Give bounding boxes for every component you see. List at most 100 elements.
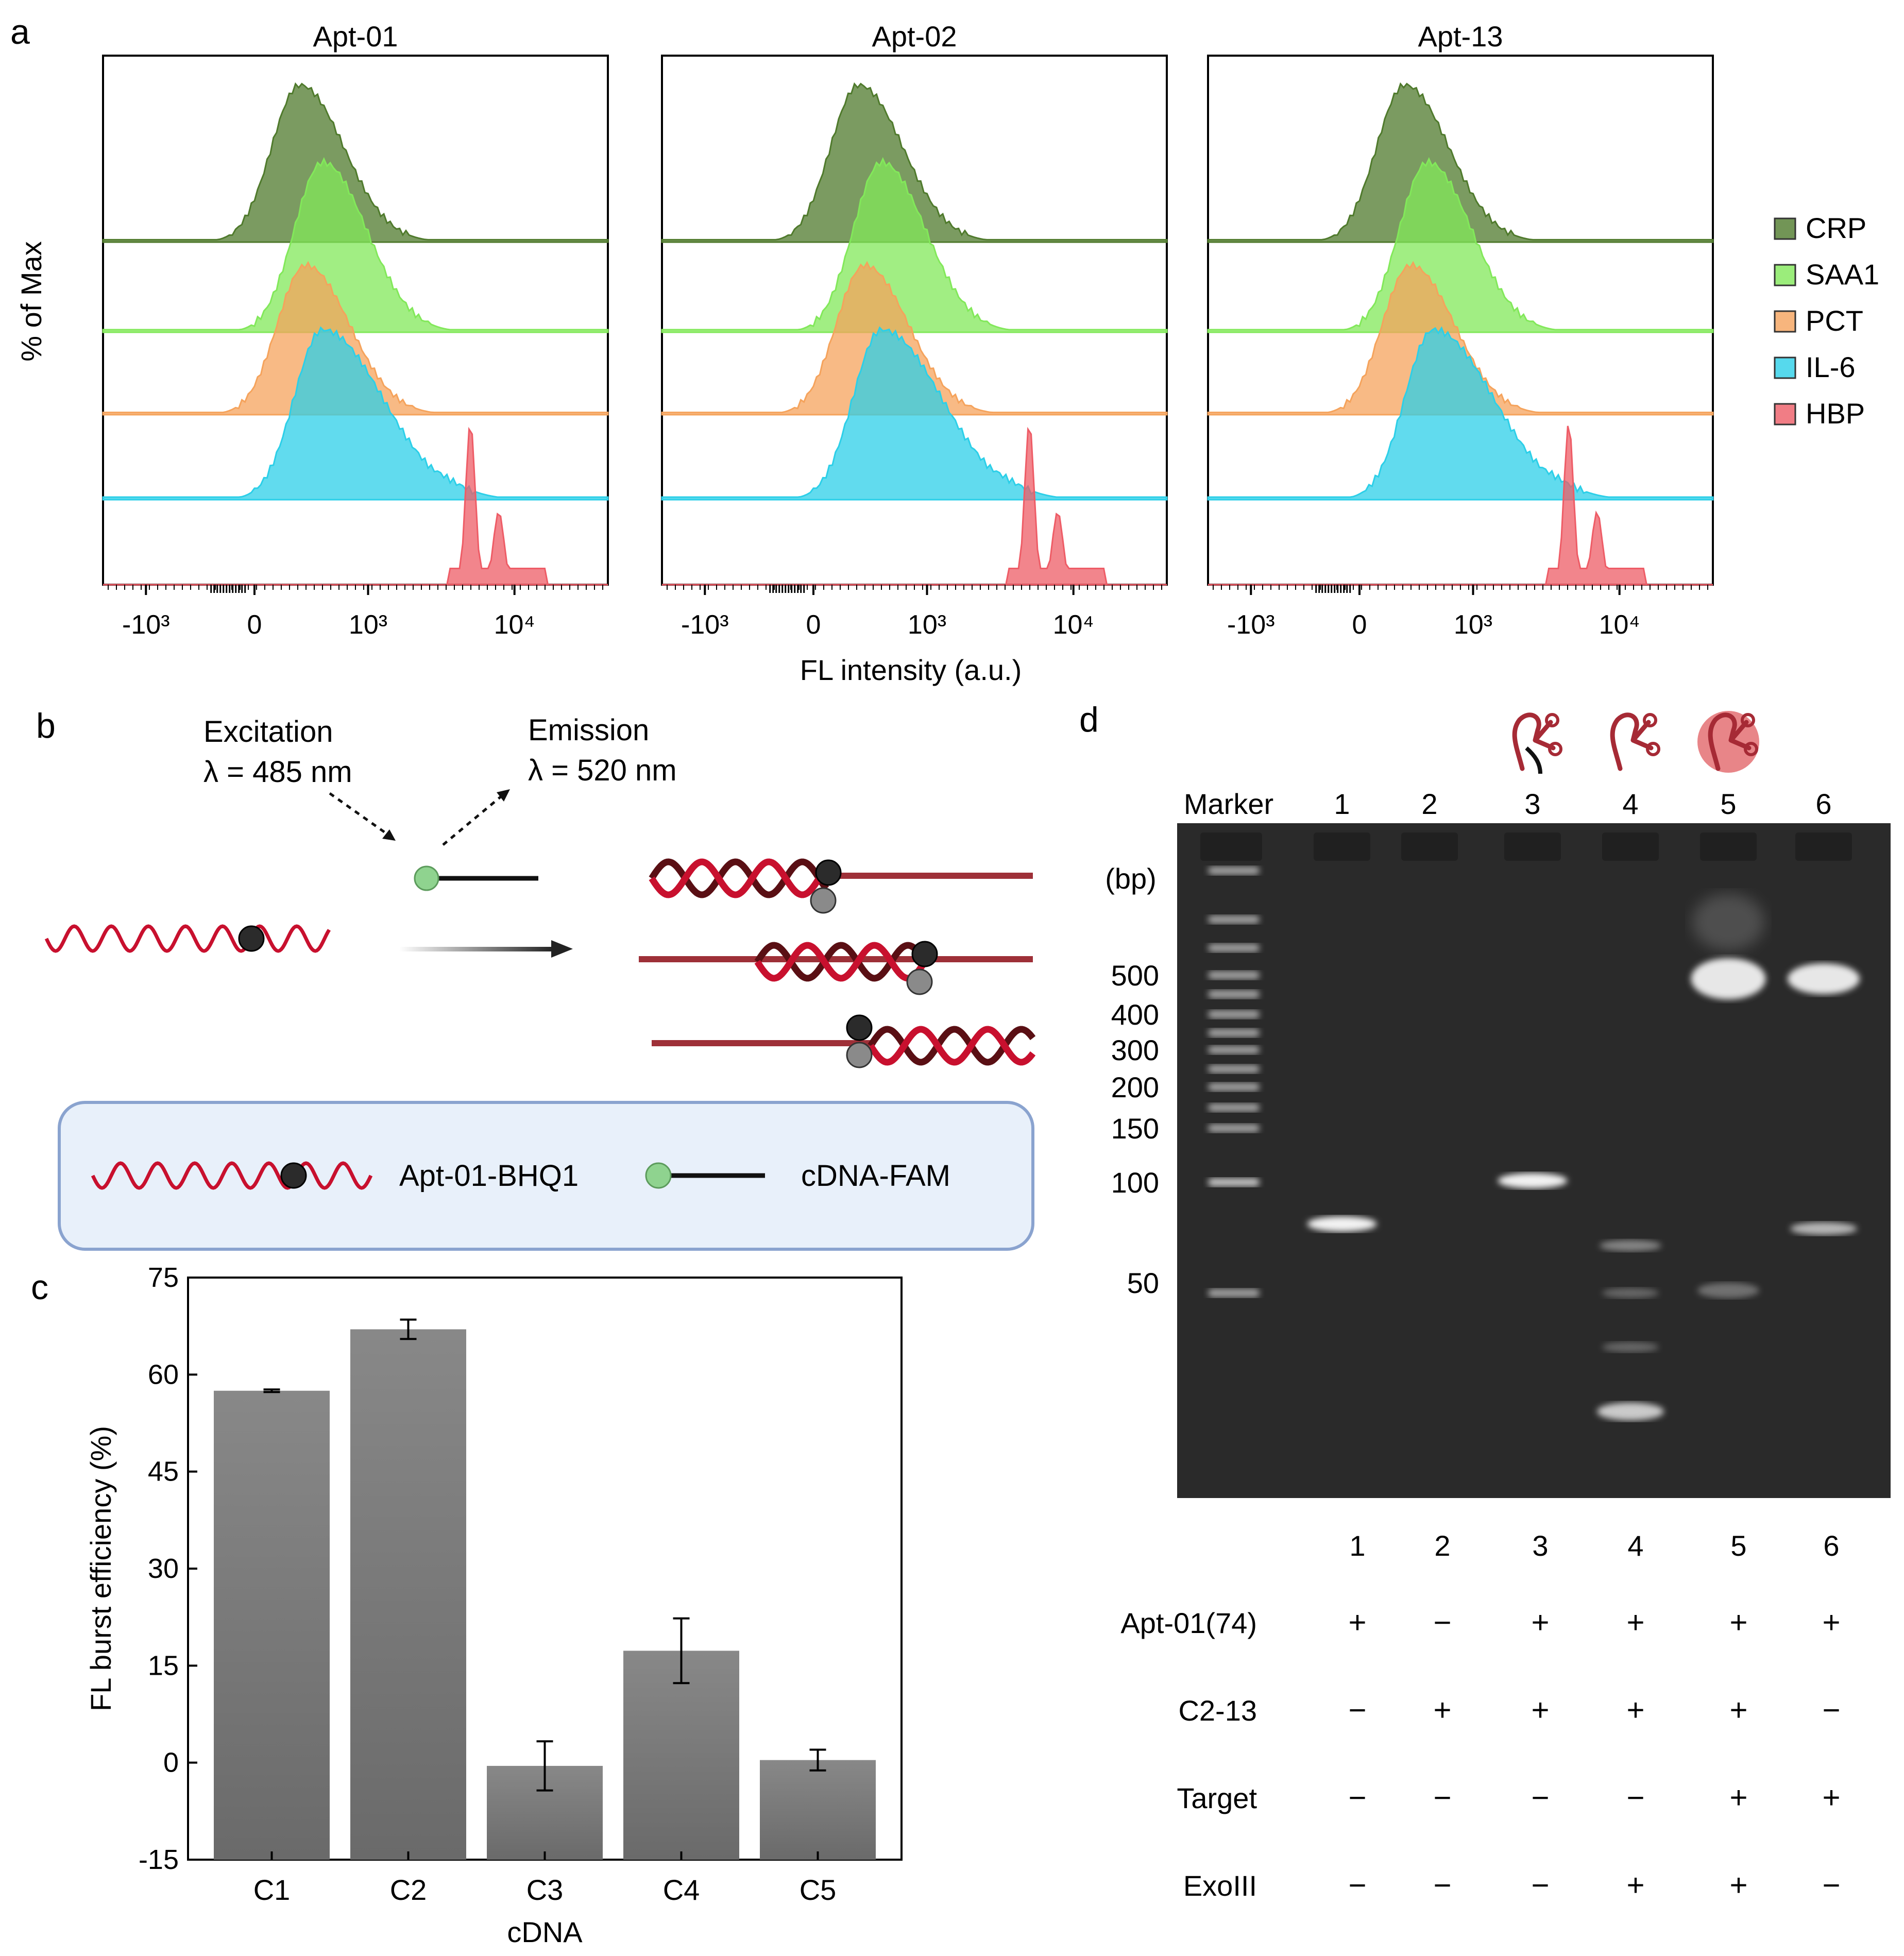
panel-b-legend-box bbox=[58, 1101, 1034, 1251]
lane-number-top: 5 bbox=[1720, 788, 1736, 820]
aptamer-icon-lane-4 bbox=[1610, 712, 1660, 771]
ladder-band bbox=[1208, 1103, 1260, 1112]
y-tick-label: 30 bbox=[148, 1553, 179, 1584]
ladder-band bbox=[1208, 915, 1260, 924]
condition-cell: + bbox=[1626, 1868, 1644, 1902]
x-tick-label: C5 bbox=[800, 1874, 837, 1906]
gel-band bbox=[1597, 1402, 1664, 1421]
legend-swatch-pct bbox=[1774, 310, 1796, 333]
gel-well-marker bbox=[1200, 832, 1262, 861]
x-axis-label: cDNA bbox=[507, 1916, 583, 1948]
emission-arrowhead bbox=[497, 789, 510, 802]
aptamer-loop bbox=[1741, 713, 1755, 727]
duplex-3 bbox=[652, 1014, 1036, 1068]
condition-label: Target bbox=[1177, 1782, 1257, 1814]
legend-swatch-crp bbox=[1774, 217, 1796, 240]
panel-a-y-label: % of Max bbox=[15, 241, 47, 361]
gel-band bbox=[1691, 958, 1766, 999]
ladder-band bbox=[1208, 1178, 1260, 1186]
panel-label-b: b bbox=[36, 706, 56, 745]
panel-label-a: a bbox=[10, 12, 30, 52]
gel-band bbox=[1788, 963, 1860, 994]
legend-label-saa1: SAA1 bbox=[1806, 258, 1879, 291]
panel-a-x-label: FL intensity (a.u.) bbox=[800, 654, 1022, 686]
condition-cell: + bbox=[1433, 1693, 1451, 1727]
excitation-label: Excitation bbox=[203, 715, 333, 749]
gel-well bbox=[1401, 832, 1458, 861]
ladder-band bbox=[1208, 1083, 1260, 1091]
condition-cell: + bbox=[1348, 1605, 1366, 1640]
histogram-hbp bbox=[103, 427, 608, 586]
y-tick-label: 45 bbox=[148, 1456, 179, 1487]
duplex-1 bbox=[649, 858, 1033, 914]
legend-aptamer-label: Apt-01-BHQ1 bbox=[399, 1159, 579, 1193]
condition-cell: − bbox=[1822, 1868, 1840, 1902]
histogram-saa1 bbox=[102, 157, 609, 333]
histogram-plot-3: Apt-13 -10³ 0 10³ 10⁴ bbox=[1207, 20, 1714, 640]
condition-cell: + bbox=[1531, 1605, 1549, 1640]
bar-c4 bbox=[623, 1651, 739, 1860]
quenched-fam-dot bbox=[810, 887, 837, 914]
plot-title: Apt-02 bbox=[872, 20, 957, 53]
aptamer-loop bbox=[1744, 742, 1758, 756]
x-tick-label: -10³ bbox=[1227, 610, 1274, 640]
quenched-fam-dot bbox=[906, 968, 933, 995]
legend-cdna-label: cDNA-FAM bbox=[801, 1159, 950, 1193]
histogram-hbp bbox=[1208, 426, 1713, 586]
histogram-plot-1: Apt-01 -10³ 0 10³ 10⁴ bbox=[102, 20, 609, 640]
x-tick-label: 10⁴ bbox=[1599, 610, 1640, 640]
reaction-arrow-head bbox=[551, 940, 573, 958]
legend-bhq-dot bbox=[280, 1162, 307, 1189]
excitation-arrow bbox=[329, 792, 393, 839]
gel-well bbox=[1700, 832, 1757, 861]
quenched-fam-dot bbox=[846, 1042, 873, 1068]
lane-number-top: 1 bbox=[1334, 788, 1350, 820]
gel-band bbox=[1600, 1240, 1661, 1251]
bhq-dot bbox=[846, 1014, 873, 1041]
bhq-dot bbox=[911, 941, 938, 967]
condition-cell: + bbox=[1729, 1605, 1747, 1640]
lane-number-top: 2 bbox=[1421, 788, 1437, 820]
y-tick-label: 75 bbox=[148, 1262, 179, 1293]
bp-mark-label: 500 bbox=[1111, 959, 1159, 992]
bp-mark-label: 100 bbox=[1111, 1166, 1159, 1199]
bar-c2 bbox=[350, 1329, 466, 1860]
ladder-band bbox=[1208, 1289, 1260, 1297]
condition-cell: − bbox=[1348, 1868, 1366, 1902]
bp-mark-label: 400 bbox=[1111, 998, 1159, 1031]
histogram-hbp bbox=[662, 427, 1167, 586]
gel-well bbox=[1602, 832, 1659, 861]
condition-cell: − bbox=[1626, 1780, 1644, 1815]
x-tick-label: -10³ bbox=[122, 610, 169, 640]
legend-swatch-il-6 bbox=[1774, 356, 1796, 379]
ladder-band bbox=[1208, 1124, 1260, 1132]
x-tick-label: 10³ bbox=[1454, 610, 1492, 640]
bhq-dot bbox=[815, 859, 842, 886]
aptamer-loop bbox=[1643, 713, 1657, 727]
cdna-strand-icon bbox=[1525, 746, 1542, 774]
bar-c5 bbox=[760, 1760, 876, 1860]
aptamer-loop bbox=[1545, 713, 1559, 727]
condition-cell: + bbox=[1822, 1605, 1840, 1640]
excitation-wavelength: λ = 485 nm bbox=[203, 755, 352, 789]
lane-number-bottom: 3 bbox=[1532, 1529, 1548, 1562]
x-tick-label: -10³ bbox=[681, 610, 728, 640]
x-tick-label: C4 bbox=[663, 1874, 700, 1906]
target-protein-blob bbox=[1697, 711, 1759, 773]
x-tick-label: 0 bbox=[806, 610, 821, 640]
x-tick-label: 0 bbox=[247, 610, 262, 640]
condition-cell: − bbox=[1531, 1868, 1549, 1902]
excitation-arrowhead bbox=[382, 829, 396, 841]
helix-red bbox=[754, 942, 930, 982]
gel-smear bbox=[1692, 894, 1764, 950]
histogram-il-6 bbox=[102, 326, 609, 501]
aptamer-loop bbox=[1646, 742, 1660, 756]
panel-a-legend: CRP SAA1 PCT IL-6 HBP bbox=[1774, 212, 1879, 430]
x-tick-label: 10⁴ bbox=[1053, 610, 1094, 640]
ladder-band bbox=[1208, 971, 1260, 979]
y-tick-label: 0 bbox=[163, 1747, 179, 1778]
condition-cell: + bbox=[1729, 1868, 1747, 1902]
legend-fam-dot bbox=[645, 1162, 672, 1189]
duplex-products bbox=[639, 858, 1036, 1068]
ladder-band bbox=[1208, 1065, 1260, 1073]
